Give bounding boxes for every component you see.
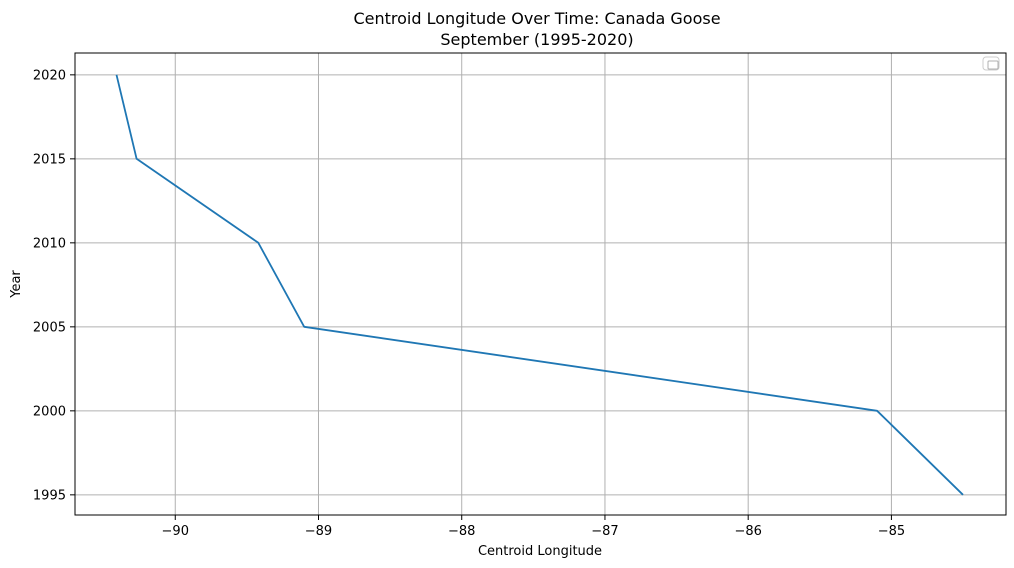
plot-area-frame — [74, 52, 1007, 516]
y-tick-label: 2005 — [33, 320, 66, 335]
y-tick-label: 2010 — [33, 236, 66, 251]
y-tick-label: 2015 — [33, 152, 66, 167]
x-tick-label: −89 — [305, 524, 332, 539]
x-tick-label: −88 — [448, 524, 475, 539]
series-layer — [115, 74, 964, 496]
x-axis-label: Centroid Longitude — [478, 544, 602, 559]
x-tick-label: −87 — [591, 524, 618, 539]
x-tick-label: −85 — [878, 524, 905, 539]
x-tick-label: −90 — [162, 524, 189, 539]
chart-title-line-1: Centroid Longitude Over Time: Canada Goo… — [353, 9, 720, 28]
chart-title-line-2: September (1995-2020) — [440, 30, 633, 49]
y-tick-label: 1995 — [33, 488, 66, 503]
y-tick-label: 2020 — [33, 68, 66, 83]
legend-placeholder-icon — [987, 60, 999, 70]
x-tick-label: −86 — [734, 524, 761, 539]
y-tick-label: 2000 — [33, 404, 66, 419]
x-axis-ticks: −90 −89 −88 −87 −86 −85 — [162, 515, 905, 539]
y-axis-label: Year — [9, 270, 24, 299]
legend — [982, 56, 1000, 71]
series-line — [115, 74, 964, 496]
y-axis-ticks: 1995 2000 2005 2010 2015 2020 — [33, 68, 75, 503]
grid — [75, 53, 1006, 515]
